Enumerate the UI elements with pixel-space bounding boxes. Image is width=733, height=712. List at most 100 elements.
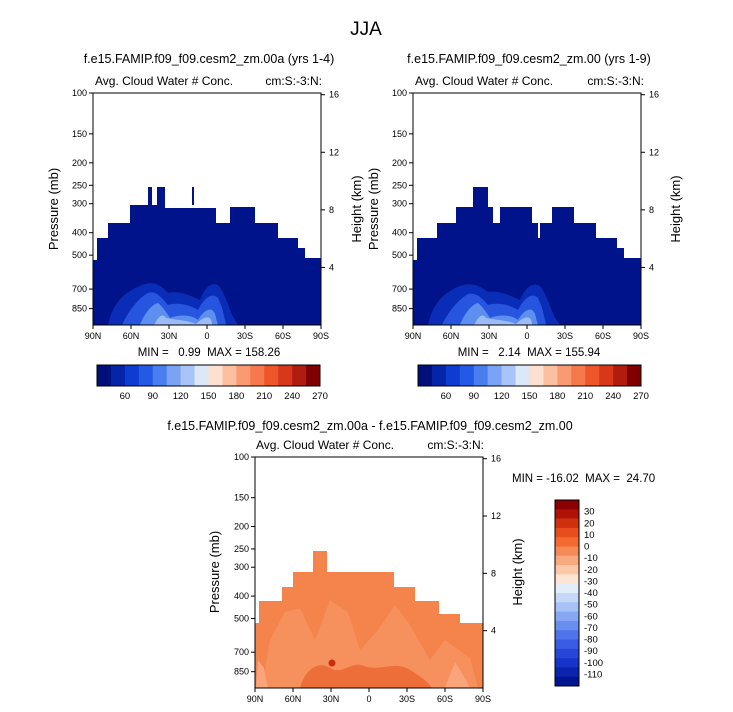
xtick-label: 60S <box>595 331 611 341</box>
colorbar-swatch <box>459 365 475 386</box>
panel-control-a: f.e15.FAMIP.f09_f09.cesm2_zm.00a (yrs 1-… <box>46 52 364 359</box>
ytick-label: 850 <box>72 304 87 314</box>
colorbar-label: -40 <box>584 588 598 599</box>
ytick-label: 500 <box>234 613 249 623</box>
colorbar-label: -70 <box>584 623 598 634</box>
panel3-subtitle: Avg. Cloud Water # Conc. <box>256 438 394 452</box>
ytick-label: 250 <box>234 544 249 554</box>
height-tick-label: 12 <box>329 147 339 157</box>
colorbar-label: 10 <box>584 530 595 541</box>
xtick-label: 0 <box>366 694 371 704</box>
colorbar-abs-left: 60 90 120 150 180 210 240 270 <box>96 364 328 402</box>
xtick-label: 90S <box>633 331 649 341</box>
panel1-cloud-spike <box>192 187 194 205</box>
colorbar-swatch <box>555 639 579 650</box>
panel1-subtitle: Avg. Cloud Water # Conc. <box>95 74 233 88</box>
ytick-label: 700 <box>234 647 249 657</box>
ytick-label: 150 <box>392 129 407 139</box>
panel3-ylabel-right: Height (km) <box>510 538 525 605</box>
xtick-label: 60S <box>437 694 453 704</box>
colorbar-swatch <box>250 365 265 386</box>
colorbar-swatch <box>555 537 579 547</box>
xtick-label: 0 <box>524 331 529 341</box>
ytick-label: 500 <box>72 250 87 260</box>
panel3-title: f.e15.FAMIP.f09_f09.cesm2_zm.00a - f.e15… <box>167 419 572 433</box>
colorbar-swatch <box>599 365 614 386</box>
colorbar-swatch <box>529 365 544 386</box>
colorbar-label: 60 <box>441 391 452 402</box>
colorbar-swatch <box>555 611 579 622</box>
colorbar-label: 90 <box>468 391 479 402</box>
height-tick-label: 16 <box>649 90 659 100</box>
colorbar-swatch <box>585 365 600 386</box>
colorbar-swatch <box>555 658 579 668</box>
panel1-stats: MIN = 0.99 MAX = 158.26 <box>138 347 281 359</box>
colorbar-swatch <box>264 365 279 386</box>
colorbar-label: -100 <box>584 658 603 669</box>
ytick-label: 300 <box>72 199 87 209</box>
panel2-subtitle: Avg. Cloud Water # Conc. <box>415 74 553 88</box>
colorbar-swatch <box>555 630 579 640</box>
colorbar-label: 120 <box>173 391 189 402</box>
panel3-diff-patch-b <box>300 664 432 688</box>
xtick-label: 30S <box>557 331 573 341</box>
panel3-yticks: 100 150 200 250 300 400 500 700 850 <box>234 452 255 677</box>
colorbar-label: 210 <box>577 391 593 402</box>
ytick-label: 500 <box>392 250 407 260</box>
colorbar-label: 270 <box>312 391 328 402</box>
height-tick-label: 8 <box>329 205 334 215</box>
xtick-label: 90N <box>405 331 422 341</box>
panel2-units: cm:S:-3:N: <box>587 74 644 88</box>
colorbar-swatch <box>473 365 488 386</box>
colorbar-label: 150 <box>201 391 217 402</box>
panel2-yticks: 100 150 200 250 300 400 500 700 850 <box>392 88 413 314</box>
colorbar-label: 270 <box>633 391 649 402</box>
colorbar-abs-right: 60 90 120 150 180 210 240 270 <box>417 364 649 402</box>
colorbar-swatch <box>306 365 321 386</box>
panel2-height-ticks: 16 12 8 4 <box>641 90 659 272</box>
panel3-units: cm:S:-3:N: <box>427 438 484 452</box>
colorbar-label: 60 <box>120 391 131 402</box>
panel2-stats: MIN = 2.14 MAX = 155.94 <box>458 347 601 359</box>
colorbar-swatch <box>571 365 586 386</box>
panel3-stats: MIN = -16.02 MAX = 24.70 <box>512 473 655 485</box>
panel-control-b: f.e15.FAMIP.f09_f09.cesm2_zm.00 (yrs 1-9… <box>366 52 683 359</box>
colorbar-swatch <box>555 518 579 529</box>
colorbar-swatch <box>613 365 628 386</box>
colorbar-label: 150 <box>522 391 538 402</box>
colorbar-swatch <box>543 365 558 386</box>
colorbar-swatch <box>236 365 251 386</box>
colorbar-swatch <box>515 365 530 386</box>
xtick-label: 90N <box>85 331 102 341</box>
xtick-label: 30N <box>323 694 340 704</box>
panel2-title: f.e15.FAMIP.f09_f09.cesm2_zm.00 (yrs 1-9… <box>407 52 651 66</box>
xtick-label: 90S <box>313 331 329 341</box>
colorbar-label: 180 <box>549 391 565 402</box>
colorbar-label: 210 <box>256 391 272 402</box>
panel2-ylabel-right: Height (km) <box>668 175 683 242</box>
colorbar-label: 90 <box>147 391 158 402</box>
panel1-title: f.e15.FAMIP.f09_f09.cesm2_zm.00a (yrs 1-… <box>84 52 335 66</box>
panel1-xticks: 90N 60N 30N 0 30S 60S 90S <box>85 325 329 341</box>
panel3-diff-patch-c <box>256 660 470 688</box>
colorbar-swatch <box>208 365 223 386</box>
ytick-label: 150 <box>234 493 249 503</box>
colorbar-swatch <box>555 648 579 659</box>
ytick-label: 100 <box>72 88 87 98</box>
colorbar-swatch <box>194 365 209 386</box>
colorbar-swatch <box>431 365 447 386</box>
colorbar-swatch <box>292 365 307 386</box>
colorbar-swatch <box>555 620 579 631</box>
colorbar-label: -60 <box>584 611 598 622</box>
panel1-yticks: 100 150 200 250 300 400 500 700 850 <box>72 88 93 314</box>
colorbar-swatch <box>555 546 579 557</box>
colorbar-frame <box>417 364 642 387</box>
panel1-cloud-layer4 <box>154 315 212 325</box>
colorbar-swatch <box>555 667 579 677</box>
colorbar-swatch <box>487 365 502 386</box>
height-tick-label: 16 <box>329 90 339 100</box>
height-tick-label: 16 <box>491 454 501 464</box>
panel-difference: f.e15.FAMIP.f09_f09.cesm2_zm.00a - f.e15… <box>167 419 655 704</box>
height-tick-label: 12 <box>649 147 659 157</box>
